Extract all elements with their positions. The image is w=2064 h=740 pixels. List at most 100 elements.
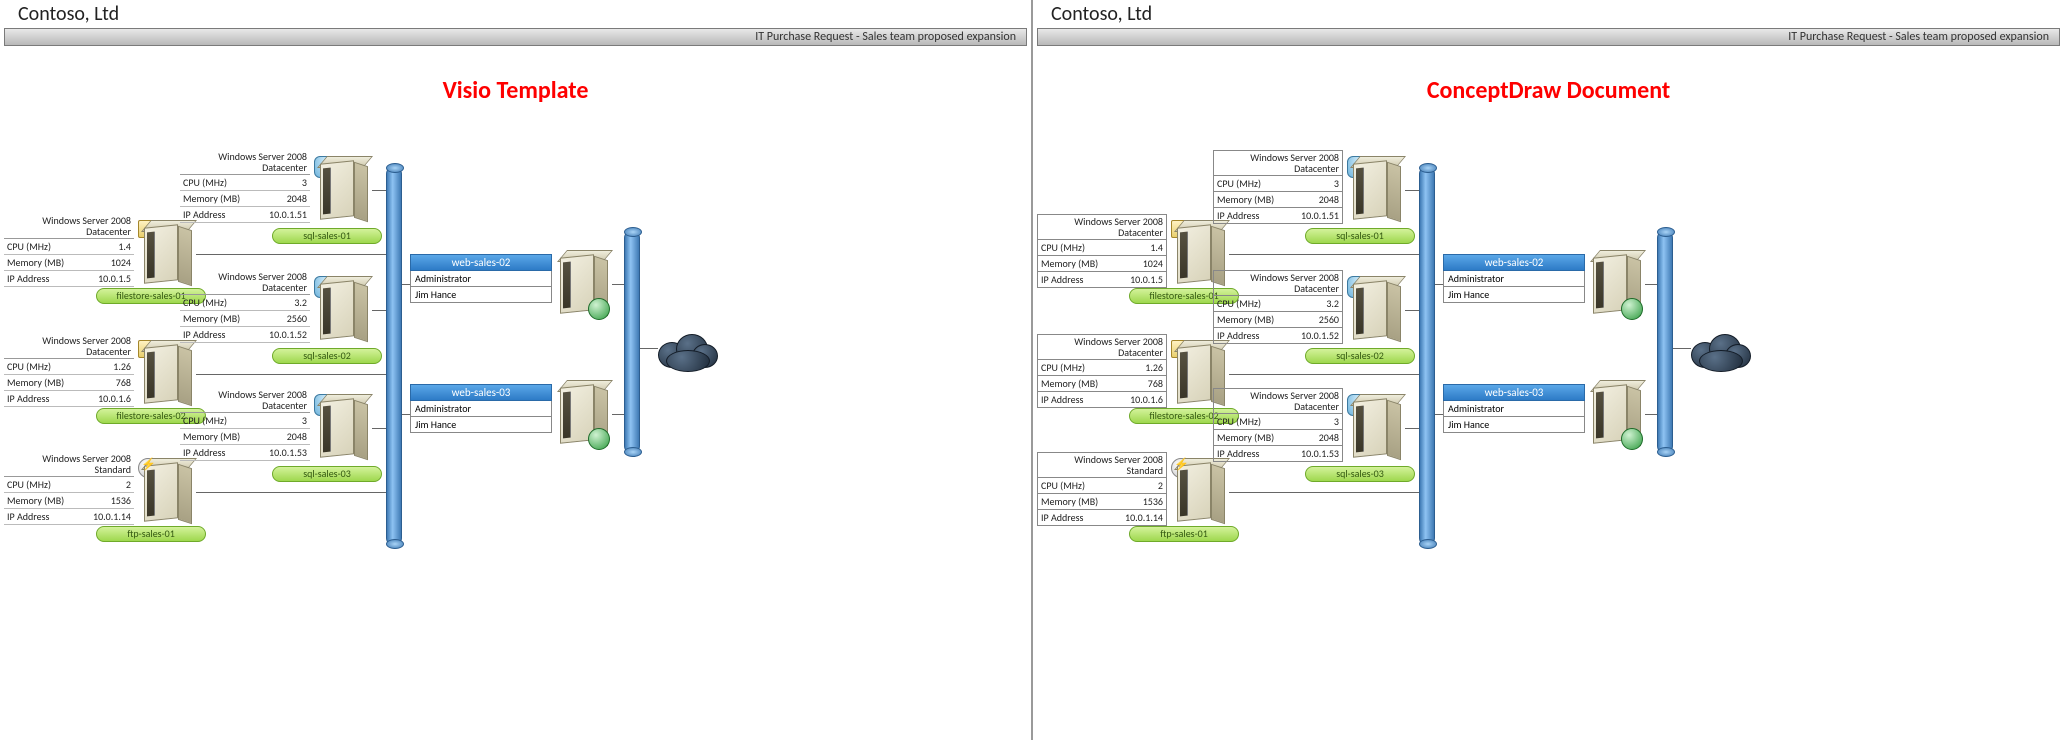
spec-row: CPU (MHz)1.4: [1037, 240, 1167, 256]
company-name: Contoso, Ltd: [1051, 2, 1152, 26]
spec-row: Memory (MB)2048: [180, 429, 310, 445]
server-spec: Windows Server 2008Datacenter CPU (MHz)1…: [1037, 214, 1167, 288]
filestore-server-2: [1171, 458, 1231, 528]
web-server-0: [554, 250, 614, 320]
spec-row: CPU (MHz)3.2: [180, 295, 310, 311]
info-row: Jim Hance: [1443, 287, 1585, 303]
spec-row: Memory (MB)1536: [4, 493, 134, 509]
server-spec: Windows Server 2008Datacenter CPU (MHz)3…: [180, 150, 310, 223]
server-label: ftp-sales-01: [1129, 526, 1239, 542]
info-row: Administrator: [410, 271, 552, 287]
spec-row: CPU (MHz)1.4: [4, 239, 134, 255]
connector: [1405, 428, 1419, 429]
web-server-header: web-sales-02: [410, 254, 552, 271]
info-row: Administrator: [1443, 401, 1585, 417]
server-label: sql-sales-03: [1305, 466, 1415, 482]
spec-row: Memory (MB)2048: [1213, 192, 1343, 208]
server-spec: Windows Server 2008Datacenter CPU (MHz)3…: [1213, 388, 1343, 462]
spec-row: Memory (MB)768: [4, 375, 134, 391]
spec-row: CPU (MHz)1.26: [4, 359, 134, 375]
diagram-canvas: Windows Server 2008Datacenter CPU (MHz)1…: [1033, 110, 2064, 730]
sql-server-0: [314, 156, 374, 226]
connector: [372, 428, 386, 429]
spec-row: IP Address10.0.1.52: [180, 327, 310, 343]
connector: [196, 254, 386, 255]
connector: [196, 374, 386, 375]
web-server-0: [1587, 250, 1647, 320]
server-spec: Windows Server 2008Datacenter CPU (MHz)3…: [1213, 270, 1343, 344]
spec-title: Windows Server 2008Datacenter: [4, 214, 134, 239]
network-bus-2: [624, 230, 640, 454]
connector: [1405, 190, 1419, 191]
cloud-icon: [1685, 328, 1755, 372]
server-spec: Windows Server 2008Datacenter CPU (MHz)1…: [1037, 334, 1167, 408]
server-label: ftp-sales-01: [96, 526, 206, 542]
spec-row: IP Address10.0.1.6: [4, 391, 134, 407]
filestore-server-2: [138, 458, 198, 528]
spec-title: Windows Server 2008Datacenter: [180, 270, 310, 295]
connector: [372, 310, 386, 311]
network-bus-1: [386, 166, 402, 546]
network-bus-2: [1657, 230, 1673, 454]
spec-row: IP Address10.0.1.14: [4, 509, 134, 525]
spec-title: Windows Server 2008Datacenter: [1037, 334, 1167, 360]
spec-row: Memory (MB)2560: [180, 311, 310, 327]
connector: [1405, 310, 1419, 311]
globe-icon: [1621, 298, 1643, 320]
spec-row: CPU (MHz)1.26: [1037, 360, 1167, 376]
title-bar: IT Purchase Request - Sales team propose…: [4, 28, 1027, 46]
spec-title: Windows Server 2008Datacenter: [1213, 388, 1343, 414]
info-row: Administrator: [1443, 271, 1585, 287]
spec-row: IP Address10.0.1.52: [1213, 328, 1343, 344]
spec-row: CPU (MHz)3.2: [1213, 296, 1343, 312]
spec-row: IP Address10.0.1.53: [1213, 446, 1343, 462]
server-spec: Windows Server 2008Datacenter CPU (MHz)1…: [4, 334, 134, 407]
web-server-header: web-sales-03: [410, 384, 552, 401]
spec-row: IP Address10.0.1.5: [1037, 272, 1167, 288]
spec-row: Memory (MB)1024: [4, 255, 134, 271]
server-label: sql-sales-01: [272, 228, 382, 244]
spec-row: CPU (MHz)3: [180, 175, 310, 191]
company-name: Contoso, Ltd: [18, 2, 119, 26]
sql-server-0: [1347, 156, 1407, 226]
spec-title: Windows Server 2008Datacenter: [4, 334, 134, 359]
globe-icon: [588, 428, 610, 450]
spec-row: IP Address10.0.1.53: [180, 445, 310, 461]
globe-icon: [588, 298, 610, 320]
web-server-header: web-sales-03: [1443, 384, 1585, 401]
server-spec: Windows Server 2008Standard CPU (MHz)2Me…: [1037, 452, 1167, 526]
server-spec: Windows Server 2008Datacenter CPU (MHz)3…: [180, 388, 310, 461]
sql-server-1: [314, 276, 374, 346]
server-spec: Windows Server 2008Datacenter CPU (MHz)3…: [1213, 150, 1343, 224]
connector: [1229, 254, 1419, 255]
web-server-1: [554, 380, 614, 450]
spec-title: Windows Server 2008Datacenter: [1037, 214, 1167, 240]
title-bar: IT Purchase Request - Sales team propose…: [1037, 28, 2060, 46]
spec-title: Windows Server 2008Datacenter: [180, 388, 310, 413]
spec-row: Memory (MB)1536: [1037, 494, 1167, 510]
spec-row: Memory (MB)2560: [1213, 312, 1343, 328]
spec-row: IP Address10.0.1.14: [1037, 510, 1167, 526]
diagram-canvas: Windows Server 2008Datacenter CPU (MHz)1…: [0, 110, 1031, 730]
network-bus-1: [1419, 166, 1435, 546]
globe-icon: [1621, 428, 1643, 450]
web-server-box: web-sales-03 AdministratorJim Hance: [1443, 384, 1585, 433]
spec-row: CPU (MHz)3: [180, 413, 310, 429]
server-label: sql-sales-02: [1305, 348, 1415, 364]
connector: [1229, 492, 1419, 493]
web-server-box: web-sales-03 AdministratorJim Hance: [410, 384, 552, 433]
sql-server-2: [314, 394, 374, 464]
spec-title: Windows Server 2008Standard: [4, 452, 134, 477]
panel-heading: Visio Template: [0, 76, 1031, 105]
spec-row: CPU (MHz)3: [1213, 176, 1343, 192]
spec-row: IP Address10.0.1.5: [4, 271, 134, 287]
spec-title: Windows Server 2008Standard: [1037, 452, 1167, 478]
server-label: sql-sales-02: [272, 348, 382, 364]
spec-row: Memory (MB)768: [1037, 376, 1167, 392]
spec-row: Memory (MB)2048: [1213, 430, 1343, 446]
spec-row: IP Address10.0.1.51: [180, 207, 310, 223]
web-server-header: web-sales-02: [1443, 254, 1585, 271]
spec-row: IP Address10.0.1.6: [1037, 392, 1167, 408]
web-server-1: [1587, 380, 1647, 450]
server-spec: Windows Server 2008Datacenter CPU (MHz)3…: [180, 270, 310, 343]
